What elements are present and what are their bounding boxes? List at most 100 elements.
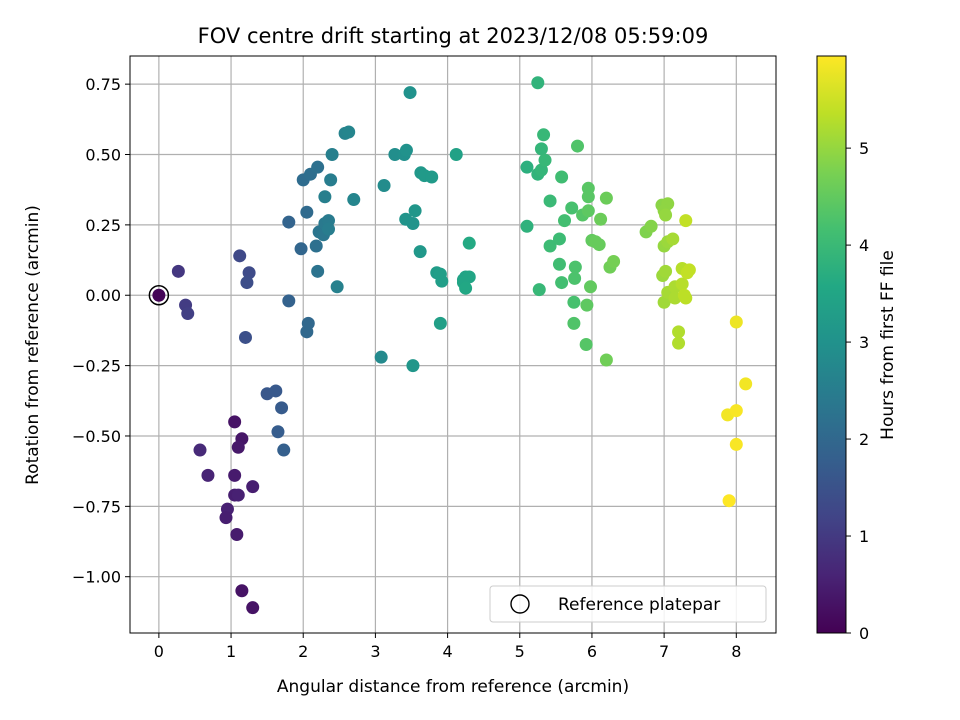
data-point — [558, 214, 572, 228]
y-tick-label: 0.75 — [85, 75, 121, 94]
data-point — [592, 238, 606, 252]
data-point — [318, 190, 332, 204]
data-point — [282, 215, 296, 229]
data-point — [193, 443, 207, 457]
data-point — [534, 142, 548, 156]
data-point — [238, 330, 252, 344]
legend-open-circle-icon — [510, 594, 530, 614]
data-point — [377, 178, 391, 192]
data-point — [543, 239, 557, 253]
data-point — [277, 443, 291, 457]
data-point — [300, 205, 314, 219]
data-point — [599, 353, 613, 367]
data-point — [271, 425, 285, 439]
data-point — [659, 208, 673, 222]
data-point — [644, 219, 658, 233]
data-point — [330, 280, 344, 294]
data-point — [552, 232, 566, 246]
data-point — [233, 249, 247, 263]
x-tick-label: 1 — [226, 642, 236, 661]
data-point — [584, 280, 598, 294]
data-point — [581, 204, 595, 218]
data-point — [324, 173, 338, 187]
x-axis-label: Angular distance from reference (arcmin) — [277, 677, 629, 697]
data-point — [666, 232, 680, 246]
data-point — [413, 245, 427, 259]
x-tick-label: 7 — [659, 642, 669, 661]
y-axis-label: Rotation from reference (arcmin) — [23, 205, 43, 485]
colorbar-frame — [816, 55, 847, 634]
data-point — [552, 257, 566, 271]
data-point — [231, 488, 245, 502]
x-tick-label: 8 — [731, 642, 741, 661]
x-tick-label: 4 — [442, 642, 452, 661]
data-point — [568, 271, 582, 285]
data-points — [152, 76, 753, 615]
data-point — [246, 601, 260, 615]
colorbar-tick-label: 2 — [859, 430, 869, 449]
colorbar-ticks: 0 1 2 3 4 5 — [846, 139, 869, 643]
data-point — [301, 316, 315, 330]
data-point — [425, 170, 439, 184]
y-tick-label: −0.75 — [72, 497, 121, 516]
data-point — [672, 336, 686, 350]
data-point — [342, 125, 356, 139]
data-point — [311, 264, 325, 278]
data-point — [242, 266, 256, 280]
data-point — [581, 190, 595, 204]
data-point — [240, 276, 254, 290]
data-point — [729, 404, 743, 418]
y-tick-label: 0.25 — [85, 216, 121, 235]
data-point — [657, 295, 671, 309]
data-point — [571, 139, 585, 153]
data-point — [388, 148, 402, 162]
data-point — [565, 201, 579, 215]
data-point — [309, 239, 323, 253]
data-point — [679, 214, 693, 228]
data-point — [568, 260, 582, 274]
colorbar-tick-label: 0 — [859, 624, 869, 643]
data-point — [537, 128, 551, 142]
colorbar-tick-label: 4 — [859, 236, 869, 255]
x-tick-label: 6 — [587, 642, 597, 661]
x-tick-label: 2 — [298, 642, 308, 661]
data-point — [171, 264, 185, 278]
data-point — [435, 274, 449, 288]
reference-marker-layer — [148, 284, 170, 306]
colorbar-label: Hours from first FF file — [878, 250, 898, 440]
data-point — [543, 194, 557, 208]
data-point — [403, 86, 417, 100]
data-point — [531, 76, 545, 90]
data-point — [729, 315, 743, 329]
colorbar: 0 1 2 3 4 5 Hours from first FF file — [816, 55, 898, 643]
data-point — [579, 338, 593, 351]
data-point — [275, 401, 289, 415]
data-point — [739, 377, 753, 391]
data-point — [659, 264, 673, 278]
data-point — [374, 350, 388, 364]
y-tick-label: −0.25 — [72, 357, 121, 376]
data-point — [282, 294, 296, 308]
data-point — [269, 384, 283, 398]
data-point — [201, 468, 215, 482]
data-point — [534, 163, 548, 177]
data-point — [599, 191, 613, 205]
legend-box — [489, 585, 767, 623]
legend-label: Reference platepar — [558, 595, 720, 615]
data-point — [219, 511, 233, 525]
data-point — [228, 415, 242, 429]
legend: Reference platepar — [489, 585, 767, 623]
data-point — [520, 160, 534, 174]
colorbar-tick-label: 3 — [859, 333, 869, 352]
data-point — [181, 307, 195, 321]
data-point — [722, 494, 736, 508]
data-point — [294, 242, 308, 256]
colorbar-tick-label: 1 — [859, 527, 869, 546]
data-point — [399, 143, 413, 157]
colorbar-gradient — [817, 56, 846, 633]
data-point — [520, 219, 534, 233]
data-point — [230, 527, 244, 541]
data-point — [567, 316, 581, 330]
x-tick-label: 3 — [370, 642, 380, 661]
